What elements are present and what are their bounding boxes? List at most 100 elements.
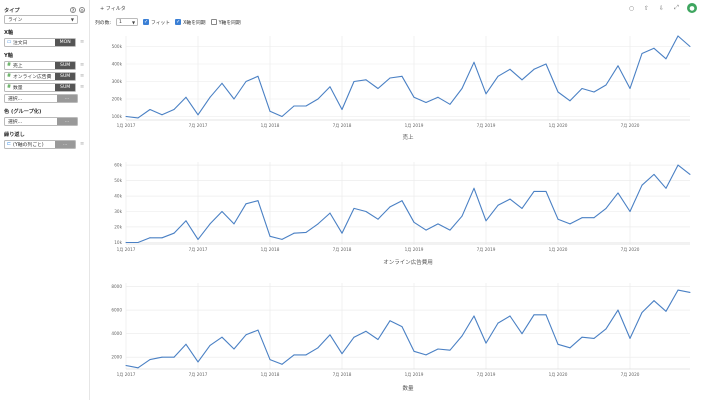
x-axis-label: 数量 [402,384,414,392]
x-tick-label: 7月 2018 [333,372,352,378]
drag-handle-icon[interactable]: ≡ [79,73,85,79]
data-point [545,190,547,192]
data-point [269,359,271,361]
repeat-field[interactable]: ⊏ (Y軸の列ごと) ... ≡ [4,140,85,149]
columns-label: 列の数: [95,20,112,26]
data-point [173,109,175,110]
data-point [425,102,427,103]
data-point [509,198,511,200]
data-point [617,309,619,311]
data-point [269,235,271,237]
y-tick-label: 30k [114,209,122,214]
data-point [689,46,691,47]
data-point [557,91,559,93]
data-point [293,354,295,356]
y-axis-field[interactable]: # 数量 SUM ≡ [4,83,85,92]
data-point [617,65,619,67]
y-tick-label: 60k [114,163,122,168]
data-point [665,310,667,312]
x-sync-checkbox[interactable]: ✓ X軸を同期 [175,19,206,26]
chart-type-select[interactable]: ライン ▼ [4,15,78,24]
color-add-field[interactable]: 選択... ... [4,117,85,126]
data-point [185,343,187,345]
data-point [245,81,247,82]
data-point [641,311,643,313]
x-tick-label: 7月 2019 [477,247,496,253]
data-point [473,61,475,63]
data-point [365,79,367,81]
y-axis-field[interactable]: # オンライン広告費 SUM ≡ [4,72,85,81]
x-tick-label: 7月 2019 [477,123,496,129]
y-field-aggregation[interactable]: SUM [55,84,76,91]
data-point [233,223,235,225]
x-field-label: 注文日 [13,41,28,46]
data-point [653,173,655,175]
more-button[interactable]: ... [57,95,77,102]
data-point [125,364,127,366]
x-tick-label: 7月 2017 [189,123,208,129]
fit-checkbox[interactable]: ✓ フィット [143,19,170,26]
data-point [245,203,247,205]
repeat-field-label: (Y軸の列ごと) [13,143,44,148]
data-point [413,221,415,223]
data-point [653,47,655,49]
data-point [137,367,139,369]
pin-icon[interactable]: ● [687,3,697,13]
data-point [185,96,187,98]
data-point [581,217,583,219]
gear-icon[interactable]: ⚙ [79,7,85,13]
columns-select[interactable]: 1 ▼ [116,18,139,26]
sidebar: タイプ ? ⚙ ライン ▼ X軸 ▭ 注文日 MON ≡ Y軸 [0,0,90,400]
data-point [581,88,583,89]
plus-icon: + [100,5,105,12]
data-point [449,103,451,105]
drag-handle-icon[interactable]: ≡ [79,39,85,45]
drag-handle-icon[interactable]: ≡ [79,84,85,90]
y-field-label: オンライン広告費 [13,75,52,80]
data-point [593,217,595,219]
y-axis-add-field[interactable]: 選択... ... [4,94,85,103]
number-icon: # [6,63,12,68]
data-point [257,75,259,77]
drag-handle-icon[interactable]: ≡ [79,62,85,68]
data-point [569,347,571,349]
y-tick-label: 50k [114,178,122,183]
data-point [485,93,487,95]
data-point [341,109,343,110]
data-point [149,109,151,110]
y-field-aggregation[interactable]: SUM [55,73,76,80]
x-axis-field[interactable]: ▭ 注文日 MON ≡ [4,38,85,47]
x-axis-label: オンライン広告費用 [383,258,433,266]
data-point [161,237,163,239]
drag-handle-icon[interactable]: ≡ [79,141,85,147]
data-point [545,63,547,65]
data-point [461,88,463,89]
y-field-label: 数量 [13,86,23,91]
data-point [497,204,499,206]
help-icon[interactable]: ? [70,7,76,13]
series-line [125,289,691,369]
data-point [401,75,403,77]
data-point [329,334,331,336]
y-axis-field[interactable]: # 売上 SUM ≡ [4,61,85,70]
y-sync-checkbox[interactable]: Y軸を同期 [210,19,241,26]
data-point [461,215,463,217]
data-point [569,223,571,225]
data-point [485,342,487,344]
download-icon[interactable]: ⇩ [658,4,665,12]
filter-button[interactable]: + フィルタ [100,5,126,12]
y-field-aggregation[interactable]: SUM [55,62,76,69]
data-point [425,354,427,356]
x-field-aggregation[interactable]: MON [55,39,76,46]
repeat-icon: ⊏ [6,142,12,147]
y-tick-label: 4000 [111,331,122,336]
data-point [473,315,475,317]
data-point [209,344,211,346]
comment-icon[interactable]: ○ [628,4,635,12]
data-point [209,223,211,225]
more-button[interactable]: ... [55,141,76,148]
more-button[interactable]: ... [57,118,77,125]
expand-icon[interactable]: ⤢ [674,4,679,11]
upload-icon[interactable]: ⇧ [643,4,650,12]
x-tick-label: 1月 2020 [549,372,568,378]
